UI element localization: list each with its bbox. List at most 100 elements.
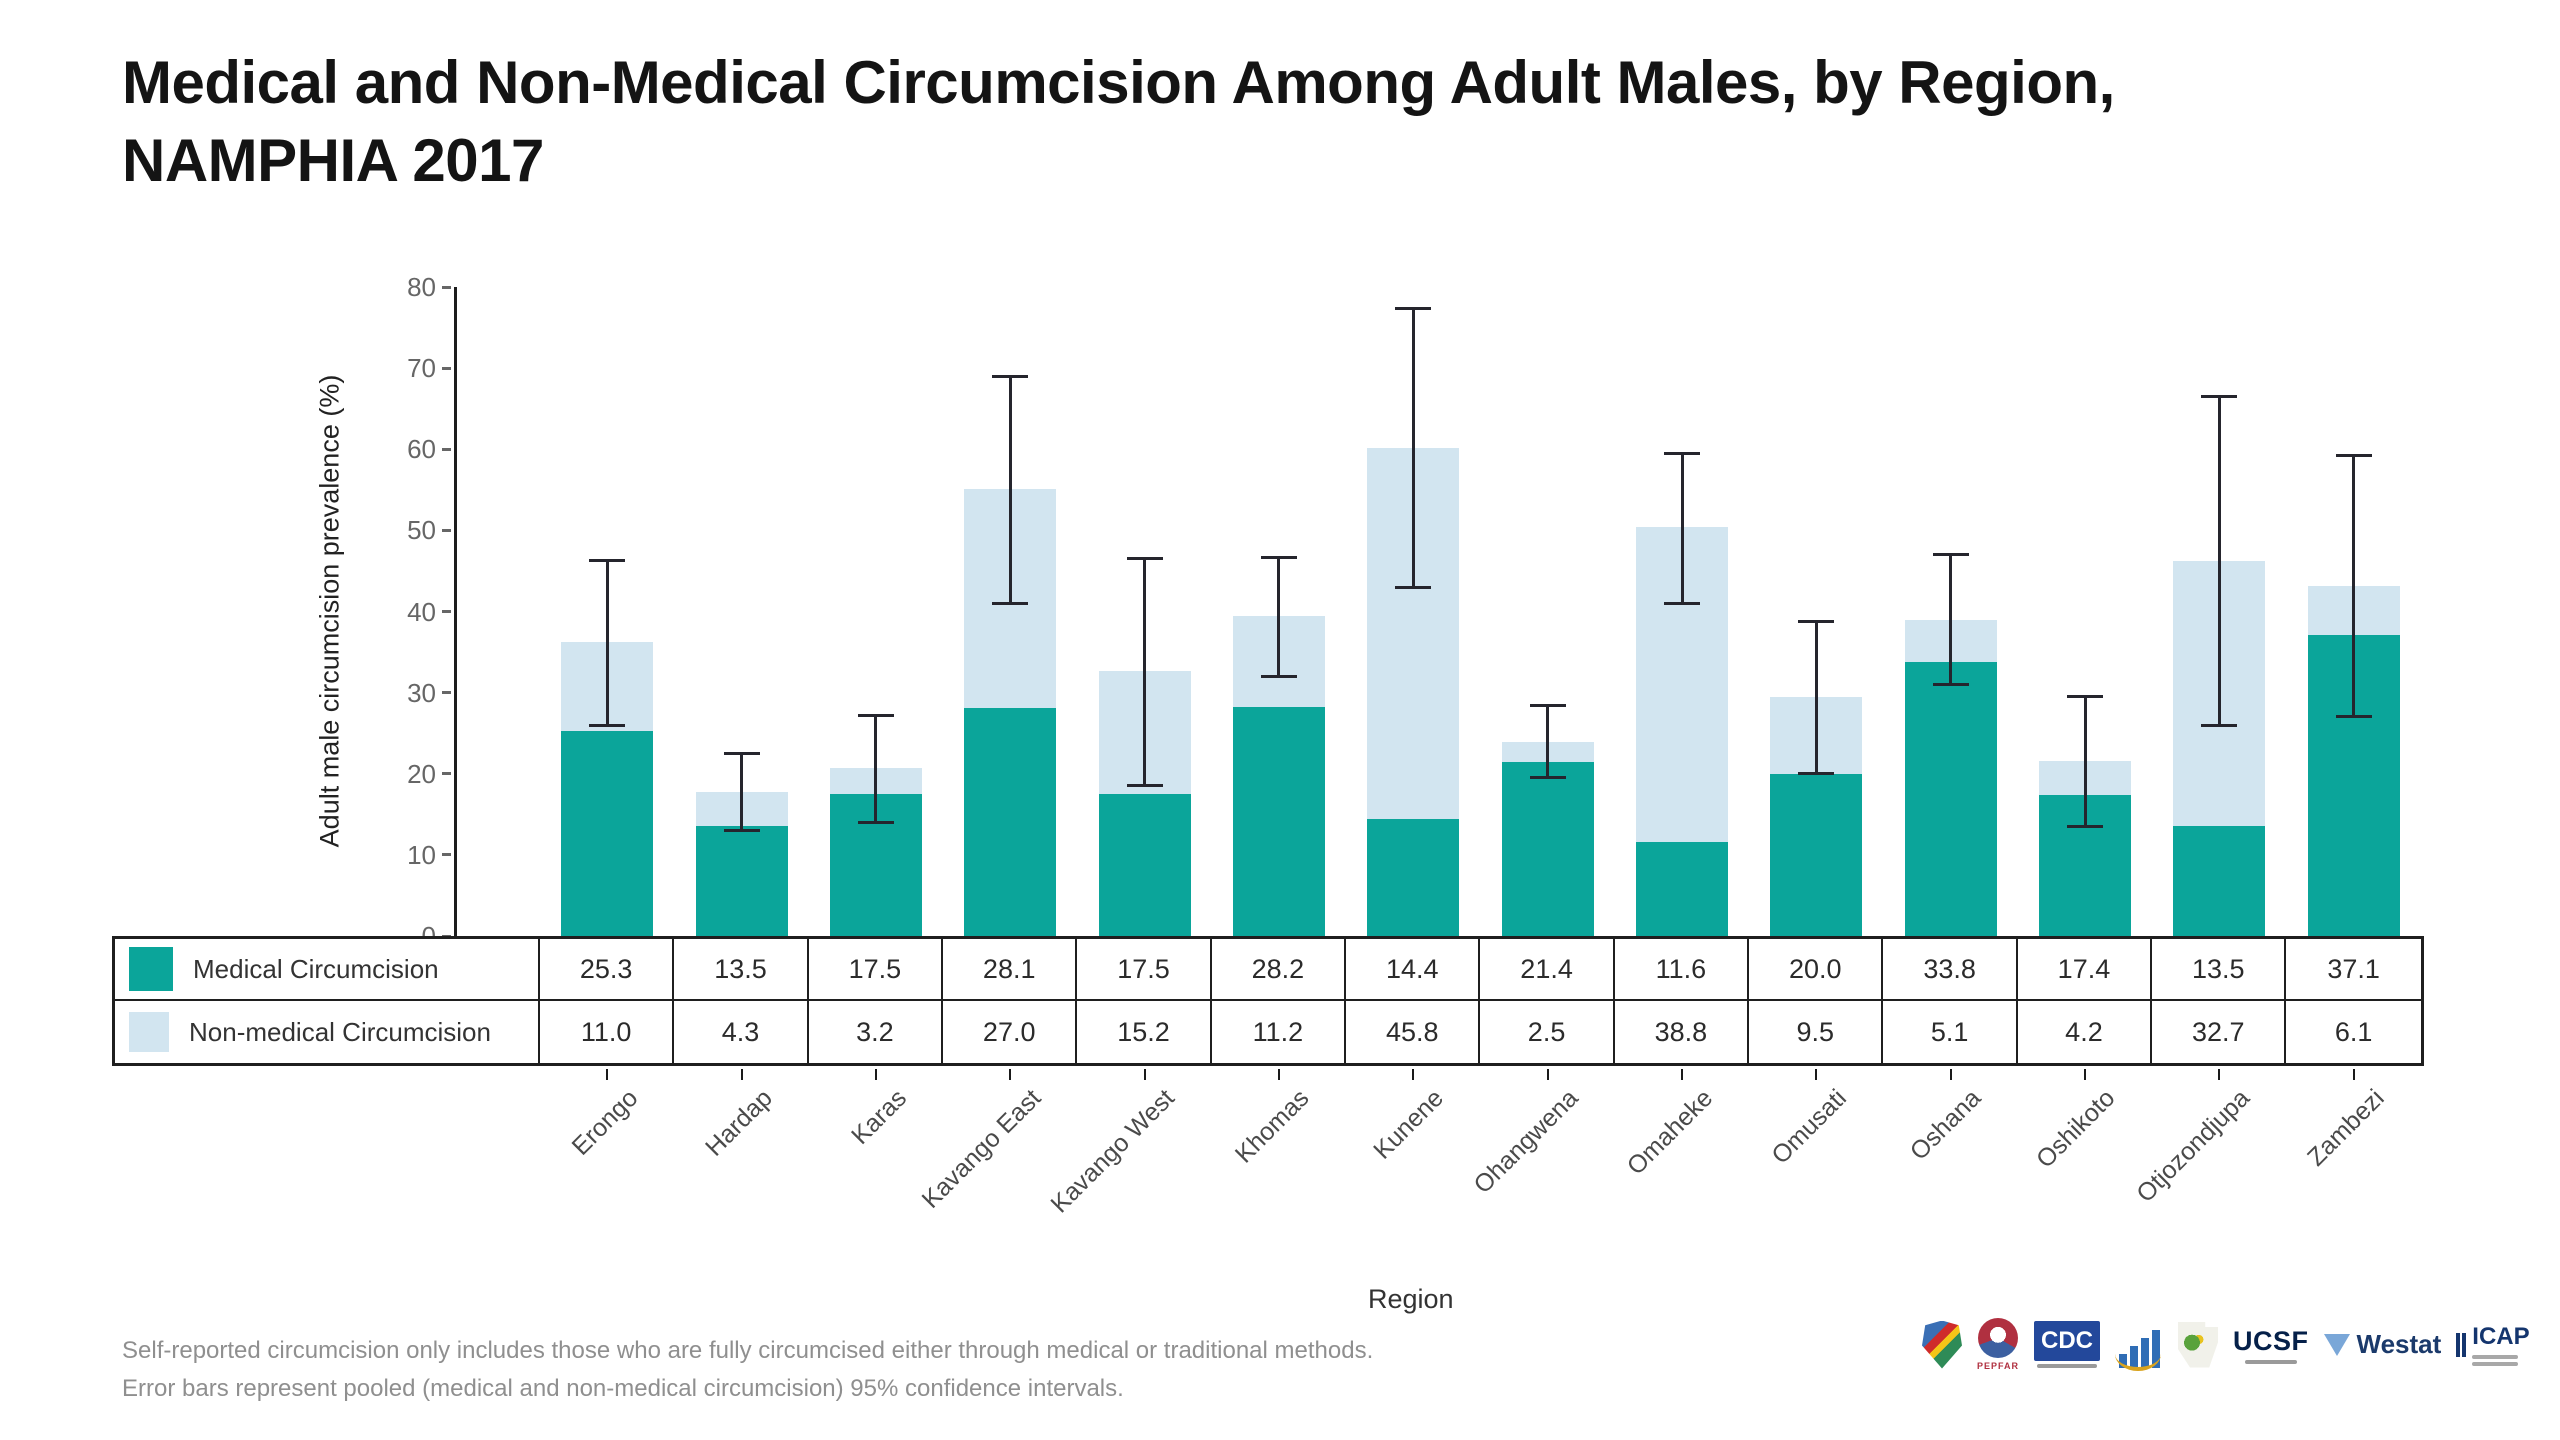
table-cell-medical-ohangwena: 21.4: [1480, 939, 1615, 1001]
x-tick-label-hardap: Hardap: [699, 1084, 778, 1162]
y-tick-mark-60: [442, 447, 451, 451]
error-bar-cap-bottom-zambezi: [2335, 715, 2372, 719]
footnote-line1: Self-reported circumcision only includes…: [122, 1337, 1374, 1364]
y-axis-line: [454, 287, 457, 937]
x-tick-label-karas: Karas: [845, 1084, 912, 1150]
table-cell-nonmedical-ohangwena: 2.5: [1480, 1001, 1615, 1063]
table-cell-nonmedical-omusati: 9.5: [1749, 1001, 1884, 1063]
table-cell-nonmedical-kavango-west: 15.2: [1077, 1001, 1212, 1063]
bar-medical-oshana: [1904, 661, 1997, 936]
error-bar-cap-top-erongo: [589, 558, 626, 562]
x-tick-mark-erongo: [606, 1069, 609, 1080]
table-cell-nonmedical-oshana: 5.1: [1883, 1001, 2018, 1063]
y-tick-label-20: 20: [407, 758, 436, 789]
x-tick-mark-karas: [874, 1069, 877, 1080]
y-tick-label-70: 70: [407, 353, 436, 384]
westat-logo: Westat: [2323, 1329, 2442, 1360]
bar-medical-hardap: [695, 826, 788, 936]
x-tick-mark-oshana: [1949, 1069, 1952, 1080]
x-tick-mark-omaheke: [1681, 1069, 1684, 1080]
error-bar-cap-bottom-kavango-east: [992, 601, 1029, 605]
error-bar-cap-top-omusati: [1798, 619, 1835, 623]
westat-logo-text: Westat: [2356, 1329, 2442, 1359]
table-cell-nonmedical-erongo: 11.0: [540, 1001, 675, 1063]
value-table: Medical Circumcision 25.3 13.5 17.5 28.1 17.5…: [112, 936, 2424, 1066]
chart-title: Medical and Non-Medical Circumcision Amo…: [122, 44, 2492, 200]
y-tick-label-50: 50: [407, 515, 436, 546]
error-bar-line-oshana: [1949, 554, 1953, 685]
bar-medical-kavango-west: [1098, 794, 1191, 936]
table-cell-nonmedical-omaheke: 38.8: [1614, 1001, 1750, 1063]
gold-swoosh-icon: [2115, 1337, 2162, 1371]
error-bar-cap-top-oshikoto: [2067, 695, 2104, 699]
table-cell-medical-karas: 17.5: [808, 939, 944, 1001]
bar-medical-khomas: [1232, 707, 1325, 936]
footnote-line2: Error bars represent pooled (medical and…: [122, 1375, 1124, 1402]
legend-cell-nonmedical: Non-medical Circumcision: [115, 1001, 540, 1063]
table-cell-nonmedical-khomas: 11.2: [1211, 1001, 1347, 1063]
x-tick-label-erongo: Erongo: [566, 1084, 643, 1161]
icap-logo-text: ICAP: [2472, 1323, 2530, 1350]
mohss-namibia-logo: [2178, 1321, 2219, 1368]
error-bar-line-omaheke: [1680, 453, 1684, 604]
x-tick-label-kavango-east: Kavango East: [916, 1084, 1047, 1214]
error-bar-cap-bottom-khomas: [1260, 674, 1297, 678]
cdc-logo-tagline: [2037, 1364, 2098, 1368]
y-tick-label-80: 80: [407, 272, 436, 302]
y-tick-mark-50: [442, 528, 451, 532]
y-tick-mark-70: [442, 366, 451, 370]
table-cell-medical-kavango-east: 28.1: [943, 939, 1078, 1001]
y-tick-label-40: 40: [407, 596, 436, 627]
legend-cell-medical: Medical Circumcision: [115, 939, 540, 1001]
error-bar-cap-bottom-oshana: [1932, 683, 1969, 686]
table-cell-nonmedical-otjozondjupa: 32.7: [2152, 1001, 2287, 1063]
x-tick-label-otjozondjupa: Otjozondjupa: [2131, 1084, 2256, 1208]
namibia-coat-of-arms-logo: [1922, 1320, 1962, 1369]
x-tick-label-ohangwena: Ohangwena: [1468, 1084, 1584, 1200]
statistics-bars-icon: [2115, 1322, 2163, 1371]
table-cell-medical-omusati: 20.0: [1749, 939, 1884, 1001]
x-tick-mark-otjozondjupa: [2218, 1069, 2221, 1080]
y-tick-mark-80: [442, 285, 451, 289]
icap-columns-icon: [2456, 1332, 2467, 1357]
namibia-map-icon: [2178, 1321, 2219, 1368]
x-tick-mark-oshikoto: [2084, 1069, 2087, 1080]
legend-label-medical: Medical Circumcision: [193, 953, 439, 984]
error-bar-cap-bottom-erongo: [589, 723, 626, 727]
table-cell-medical-hardap: 13.5: [674, 939, 809, 1001]
error-bar-line-kavango-east: [1008, 376, 1012, 604]
y-tick-mark-20: [442, 772, 451, 776]
x-tick-label-kunene: Kunene: [1368, 1084, 1450, 1165]
error-bar-cap-bottom-kunene: [1395, 585, 1432, 589]
error-bar-line-oshikoto: [2083, 696, 2087, 827]
error-bar-cap-top-hardap: [723, 751, 760, 755]
table-cell-medical-kavango-west: 17.5: [1077, 939, 1212, 1001]
partner-logos: PEPFAR CDC UCSF Westat ICAP: [1922, 1318, 2530, 1371]
bar-medical-omusati: [1770, 773, 1863, 936]
x-tick-label-zambezi: Zambezi: [2302, 1084, 2390, 1172]
table-cell-medical-erongo: 25.3: [540, 939, 675, 1001]
bar-medical-otjozondjupa: [2173, 826, 2266, 936]
legend-label-nonmedical: Non-medical Circumcision: [189, 1016, 491, 1047]
error-bar-cap-top-kunene: [1395, 307, 1432, 311]
footnote: Self-reported circumcision only includes…: [122, 1332, 1373, 1408]
x-tick-label-omusati: Omusati: [1766, 1084, 1853, 1170]
icap-logo: ICAP: [2456, 1323, 2530, 1366]
error-bar-cap-bottom-oshikoto: [2067, 824, 2104, 828]
error-bar-cap-bottom-otjozondjupa: [2201, 723, 2238, 727]
table-cell-medical-omaheke: 11.6: [1614, 939, 1750, 1001]
bar-medical-ohangwena: [1501, 762, 1594, 936]
table-cell-medical-otjozondjupa: 13.5: [2152, 939, 2287, 1001]
error-bar-line-erongo: [605, 560, 609, 726]
error-bar-cap-bottom-ohangwena: [1529, 776, 1566, 780]
coat-of-arms-icon: [1922, 1320, 1962, 1369]
cdc-logo-text: CDC: [2034, 1321, 2101, 1361]
error-bar-cap-bottom-kavango-west: [1126, 784, 1163, 788]
error-bar-cap-top-kavango-east: [992, 374, 1029, 378]
x-tick-mark-omusati: [1815, 1069, 1818, 1080]
x-tick-label-oshikoto: Oshikoto: [2031, 1084, 2121, 1174]
y-tick-label-10: 10: [407, 839, 436, 870]
pepfar-ribbon-icon: [1978, 1318, 2018, 1358]
